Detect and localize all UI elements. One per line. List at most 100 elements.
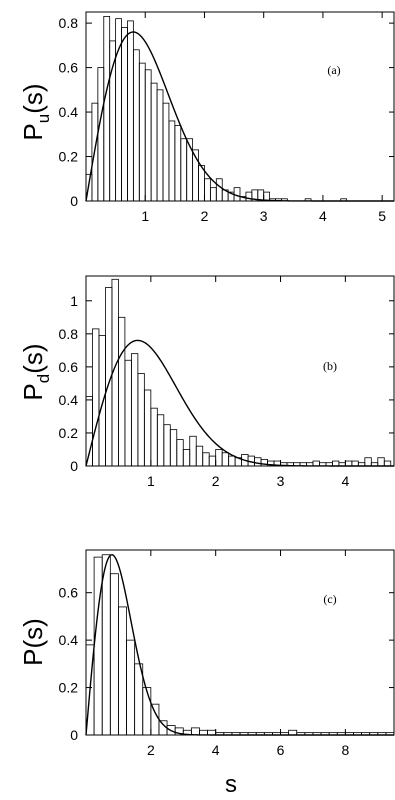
histogram-bar: [190, 727, 200, 736]
y-tick-label: 0.6: [59, 60, 79, 76]
plot-frame: [85, 11, 395, 202]
histogram-bar: [109, 573, 119, 736]
histogram-bar: [92, 328, 100, 467]
histogram-bar: [215, 178, 223, 202]
histogram-bar: [176, 439, 184, 467]
histogram-bar: [130, 353, 139, 467]
wigner-curve: [85, 31, 394, 202]
histogram-bar: [101, 554, 111, 736]
panel-c: 2 4 6 8 0 0.2 0.4 0.6 (c) P(s): [18, 549, 395, 758]
y-tick-label: 0.8: [59, 326, 79, 342]
histogram-bar: [189, 435, 197, 467]
histogram-bar: [97, 67, 105, 202]
histogram-bar: [208, 455, 217, 467]
histogram-bar: [228, 455, 236, 467]
x-tick-label: 1: [147, 473, 155, 489]
x-tick-label: 5: [378, 208, 386, 224]
histogram-bar: [150, 82, 158, 202]
histogram-bar: [180, 138, 188, 202]
panel-label: (b): [323, 359, 337, 373]
y-axis-label: Pd(s): [18, 343, 53, 400]
x-tick-label: 1: [141, 208, 149, 224]
histogram-bar: [254, 457, 262, 467]
y-axis-label: Pu(s): [18, 83, 53, 140]
histogram-bar: [221, 452, 230, 467]
panel-a: 1 2 3 4 5 0 0.2 0.4 0.6 0.8 (a) Pu(s): [18, 11, 395, 224]
histogram-bar: [98, 335, 106, 467]
histogram-bar: [134, 663, 144, 736]
panel-label: (c): [323, 592, 336, 606]
histogram-bar: [121, 27, 128, 202]
histogram-bar: [174, 125, 182, 202]
wigner-curve: [85, 553, 394, 736]
histogram-bar: [344, 460, 353, 467]
histogram-bar: [144, 69, 152, 202]
histogram-bar: [163, 424, 171, 467]
histogram-bar: [156, 89, 164, 202]
x-tick-label: 2: [212, 473, 220, 489]
x-tick-label: 3: [260, 208, 268, 224]
y-tick-label: 0: [70, 458, 78, 474]
plot-frame: [85, 275, 395, 467]
y-tick-label: 0.2: [59, 680, 79, 696]
histogram-bar: [182, 449, 191, 467]
histogram-bar: [209, 187, 217, 202]
y-tick-label: 0.2: [59, 149, 79, 165]
histogram-bar: [156, 414, 165, 467]
histogram-bar: [150, 407, 158, 467]
histogram-bar: [331, 460, 340, 467]
histogram-bar: [127, 20, 134, 202]
x-tick-label: 2: [201, 208, 209, 224]
y-tick-label: 0.6: [59, 585, 79, 601]
x-tick-label: 2: [147, 742, 155, 758]
histogram-bar: [124, 359, 132, 467]
histogram-bar: [143, 389, 152, 467]
x-tick-label: 3: [277, 473, 285, 489]
histogram-bar: [150, 703, 160, 736]
x-tick-label: 4: [212, 742, 220, 758]
y-tick-label: 0: [70, 193, 78, 209]
y-tick-label: 0.2: [59, 425, 79, 441]
histogram-bar: [126, 639, 136, 736]
histogram-bar: [162, 102, 170, 202]
x-tick-label: 6: [277, 742, 285, 758]
histogram-bar: [168, 120, 176, 202]
histogram-bar: [383, 460, 392, 467]
histogram-bar: [169, 429, 178, 467]
histogram-bar: [351, 460, 359, 467]
histogram-bar: [118, 316, 126, 467]
histogram-bar: [142, 687, 152, 736]
histogram-bar: [364, 457, 372, 467]
histogram-bar: [186, 138, 194, 202]
histogram-bar: [118, 606, 127, 736]
plot-frame: [85, 549, 395, 736]
y-tick-label: 0: [70, 727, 78, 743]
y-tick-label: 0.4: [59, 104, 79, 120]
x-tick-label: 8: [341, 742, 349, 758]
histogram-bar: [195, 445, 204, 467]
wigner-curve: [85, 339, 394, 467]
histogram-bar: [202, 452, 210, 467]
y-tick-label: 0.6: [59, 359, 79, 375]
x-axis-label: s: [225, 771, 237, 798]
y-tick-label: 0.8: [59, 15, 79, 31]
y-tick-label: 0.4: [59, 392, 79, 408]
histogram-bar: [215, 449, 223, 467]
x-tick-label: 4: [341, 473, 349, 489]
histogram-bar: [245, 191, 253, 202]
histogram-bar: [204, 178, 211, 202]
y-tick-label: 0.4: [59, 632, 79, 648]
histogram-bar: [137, 373, 145, 467]
histogram-bar: [138, 62, 146, 202]
histogram-bar: [377, 457, 385, 467]
y-axis-label: P(s): [18, 618, 48, 666]
histogram-bar: [288, 729, 298, 736]
panel-b: 1 2 3 4 0 0.2 0.4 0.6 0.8 1 (b) Pd(s): [18, 275, 395, 489]
panel-label: (a): [327, 63, 340, 77]
histogram-bar: [93, 556, 103, 736]
histogram-bar: [132, 49, 140, 202]
x-tick-label: 4: [319, 208, 327, 224]
histogram-bar: [103, 16, 111, 202]
y-tick-label: 1: [70, 293, 78, 309]
